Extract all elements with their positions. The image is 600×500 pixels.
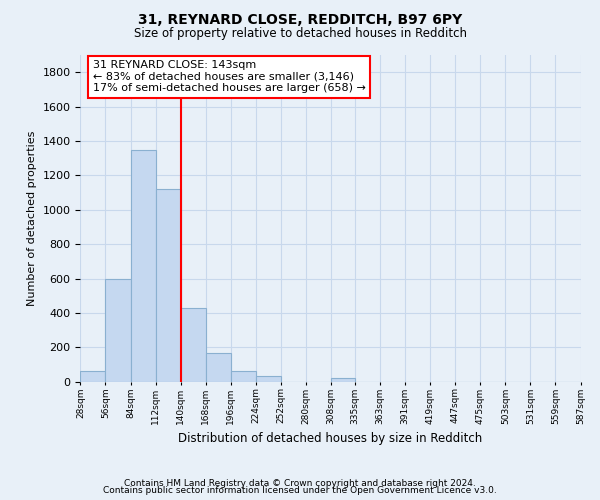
- Text: Contains HM Land Registry data © Crown copyright and database right 2024.: Contains HM Land Registry data © Crown c…: [124, 478, 476, 488]
- Bar: [231, 372, 256, 382]
- Text: 31 REYNARD CLOSE: 143sqm
← 83% of detached houses are smaller (3,146)
17% of sem: 31 REYNARD CLOSE: 143sqm ← 83% of detach…: [93, 60, 366, 94]
- Bar: [155, 189, 181, 382]
- Bar: [80, 372, 106, 382]
- Y-axis label: Number of detached properties: Number of detached properties: [27, 130, 37, 306]
- Bar: [106, 278, 131, 382]
- Bar: [181, 308, 206, 382]
- Bar: [256, 376, 281, 382]
- Text: 31, REYNARD CLOSE, REDDITCH, B97 6PY: 31, REYNARD CLOSE, REDDITCH, B97 6PY: [138, 12, 462, 26]
- Bar: [331, 378, 355, 382]
- Text: Size of property relative to detached houses in Redditch: Size of property relative to detached ho…: [133, 28, 467, 40]
- Text: Contains public sector information licensed under the Open Government Licence v3: Contains public sector information licen…: [103, 486, 497, 495]
- Bar: [206, 352, 231, 382]
- X-axis label: Distribution of detached houses by size in Redditch: Distribution of detached houses by size …: [178, 432, 482, 445]
- Bar: [131, 150, 155, 382]
